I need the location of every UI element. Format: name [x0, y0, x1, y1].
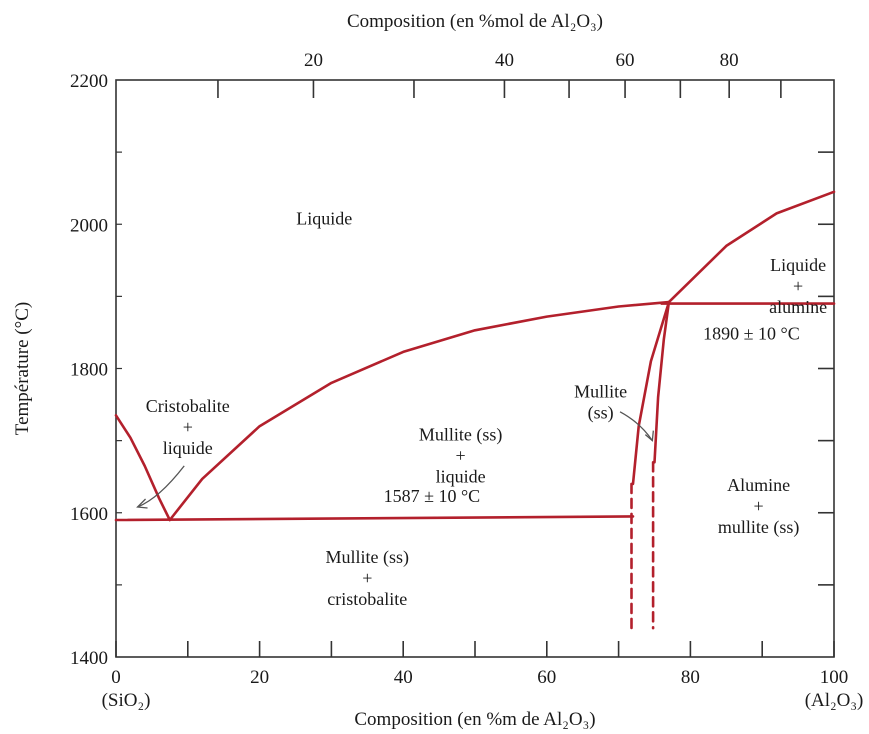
region-label-line: +: [793, 276, 803, 296]
phase-boundary-line: [114, 414, 172, 522]
phase-boundary-line: [114, 515, 635, 522]
region-label-line: liquide: [436, 467, 486, 487]
region-label-line: alumine: [769, 297, 827, 317]
region-label-line: liquide: [163, 438, 213, 458]
region-label-line: +: [183, 417, 193, 437]
phase-boundary-line: [168, 300, 671, 522]
x2-tick-label: 80: [720, 50, 739, 71]
region-label-line: +: [754, 496, 764, 516]
y-tick-label: 1800: [70, 360, 108, 381]
x-tick-label: 60: [537, 667, 556, 688]
region-label-line: Alumine: [727, 475, 790, 495]
arrow-head-cristobalite: [136, 498, 148, 509]
region-label-line: Cristobalite: [146, 396, 230, 416]
region-label: Mullite (ss) + liquide: [419, 425, 503, 487]
arrow-mullite: [619, 411, 653, 441]
region-label: Liquide: [296, 208, 352, 228]
x-tick-label: 20: [250, 667, 269, 688]
region-label-line: Mullite (ss): [326, 547, 410, 568]
region-label: Cristobalite + liquide: [146, 396, 230, 458]
phase-boundary-line: [653, 300, 671, 464]
region-label: Mullite (ss) + cristobalite: [326, 547, 410, 609]
phase-boundary-line: [667, 190, 836, 304]
region-label-line: 1890 ± 10 °C: [703, 324, 800, 344]
x-end-label-sio2: (SiO₂): [102, 690, 151, 711]
region-label-line: 1587 ± 10 °C: [384, 486, 481, 506]
x-tick-label: 40: [394, 667, 413, 688]
region-label: Mullite (ss): [574, 381, 627, 423]
region-label-line: +: [362, 568, 372, 588]
region-label-line: Mullite (ss): [419, 425, 503, 446]
x2-tick-label: 40: [495, 50, 514, 71]
region-label-line: (ss): [588, 402, 614, 423]
y-tick-label: 1600: [70, 504, 108, 525]
x2-tick-label: 60: [616, 50, 635, 71]
region-label-line: mullite (ss): [718, 517, 800, 538]
y-tick-label: 1400: [70, 648, 108, 669]
region-label: 1587 ± 10 °C: [384, 486, 481, 506]
plot-frame: [115, 79, 835, 658]
x-tick-label: 100: [820, 667, 849, 688]
region-label-line: Mullite: [574, 381, 627, 401]
region-label: Alumine + mullite (ss): [718, 475, 800, 538]
arrow-head-mullite: [644, 430, 654, 442]
region-label-line: Liquide: [296, 208, 352, 228]
y-axis-title: Température (°C): [12, 302, 33, 435]
y-tick-label: 2200: [70, 71, 108, 92]
x2-tick-label: 20: [304, 50, 323, 71]
y-tick-label: 2000: [70, 215, 108, 236]
region-label: 1890 ± 10 °C: [703, 324, 800, 344]
x-tick-label: 0: [111, 667, 121, 688]
region-label-line: Liquide: [770, 255, 826, 275]
region-label-line: +: [456, 446, 466, 466]
x-end-label-al2o3: (Al₂O₃): [805, 690, 864, 711]
phase-boundary-line: [631, 300, 671, 486]
x-tick-label: 80: [681, 667, 700, 688]
arrow-cristobalite: [137, 465, 185, 508]
region-label-line: cristobalite: [327, 589, 407, 609]
x2-axis-title: Composition (en %mol de Al₂O₃): [347, 11, 603, 32]
x-axis-title: Composition (en %m de Al₂O₃): [354, 709, 595, 730]
region-label: Liquide + alumine: [769, 255, 827, 317]
